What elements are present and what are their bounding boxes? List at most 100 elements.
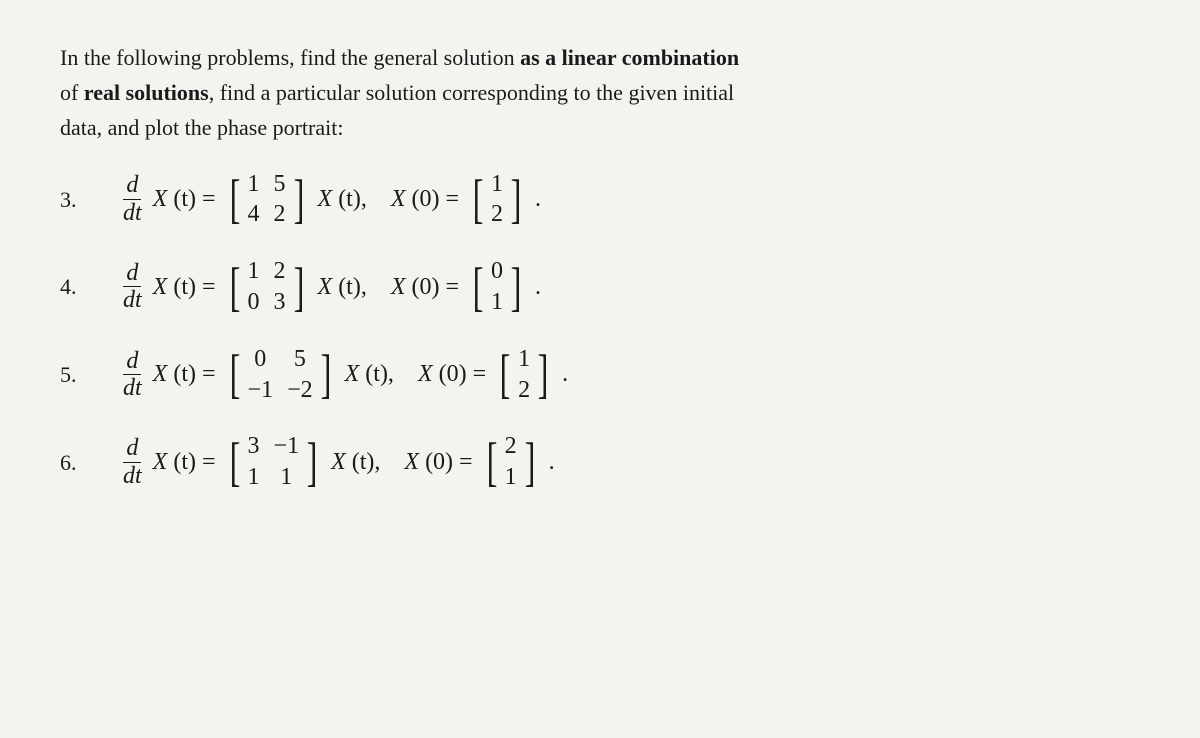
x-symbol: X [153,443,168,481]
x-symbol: X [331,443,346,481]
matrix-cell: 1 [505,463,517,492]
x-symbol: X [153,268,168,306]
matrix-cell: 1 [491,170,503,199]
equation: ddtX(t) = [05−1−2] X(t),X(0) = [12] . [120,345,568,405]
period: . [549,443,555,481]
paren-zero: (0) [439,355,467,393]
matrix-cell: 2 [274,200,286,229]
matrix-cell: 0 [248,288,260,317]
paren-t-comma: (t), [352,443,381,481]
matrix-2x2: [05 −1 −2] [226,345,335,405]
problem-number: 3. [60,182,90,217]
column-vector: [12] [496,345,552,405]
bracket-left: [ [486,438,497,487]
matrix-cell: 0 [491,257,503,286]
matrix-cell: 1 [274,463,300,492]
matrix-cell: 1 [248,257,260,286]
equals: = [446,180,460,218]
bracket-left: [ [473,175,484,224]
x-symbol: X [391,180,406,218]
intro-bold-1: as a linear combination [520,45,739,70]
derivative: ddt [120,348,145,402]
matrix-cell: 5 [287,345,313,374]
problem-number: 4. [60,269,90,304]
period: . [535,268,541,306]
paren-t: (t) [173,268,196,306]
bracket-right: ] [524,438,535,487]
matrix-cell: 1 [518,345,530,374]
paren-zero: (0) [412,268,440,306]
paren-t-comma: (t), [338,180,367,218]
bracket-right: ] [307,438,318,487]
equals: = [202,268,216,306]
paren-t-comma: (t), [365,355,394,393]
equals: = [202,355,216,393]
derivative: ddt [120,260,145,314]
matrix-cell: 0 [248,345,274,374]
bracket-right: ] [293,175,304,224]
x-symbol: X [318,268,333,306]
intro-text-1: In the following problems, find the gene… [60,45,520,70]
bracket-left: [ [229,438,240,487]
bracket-left: [ [229,263,240,312]
intro-text-2b: , find a particular solution correspondi… [209,80,734,105]
paren-zero: (0) [412,180,440,218]
matrix-cell: −1 [248,376,274,405]
derivative: ddt [120,172,145,226]
matrix-cell: 2 [274,257,286,286]
bracket-left: [ [229,350,240,399]
equals: = [202,180,216,218]
problem-row: 6.ddtX(t) = [3−111] X(t),X(0) = [21] . [60,432,1140,492]
x-symbol: X [404,443,419,481]
matrix-cell: 3 [274,288,286,317]
column-vector: [01] [469,257,525,317]
matrix-cell: 2 [491,200,503,229]
matrix-2x2: [1542] [226,170,308,230]
x-symbol: X [345,355,360,393]
equation: ddtX(t) = [1203] X(t),X(0) = [01] . [120,257,541,317]
period: . [562,355,568,393]
problem-row: 4.ddtX(t) = [1203] X(t),X(0) = [01] . [60,257,1140,317]
matrix-cell: 1 [248,170,260,199]
problem-number: 5. [60,357,90,392]
paren-t-comma: (t), [338,268,367,306]
intro-text-2a: of [60,80,84,105]
equals: = [473,355,487,393]
derivative: ddt [120,435,145,489]
column-vector: [12] [469,170,525,230]
paren-t: (t) [173,443,196,481]
matrix-cell: −1 [274,432,300,461]
bracket-right: ] [511,263,522,312]
x-symbol: X [318,180,333,218]
intro-text: In the following problems, find the gene… [60,40,1140,146]
bracket-right: ] [320,350,331,399]
equation: ddtX(t) = [3−111] X(t),X(0) = [21] . [120,432,555,492]
equals: = [459,443,473,481]
matrix-cell: 1 [491,288,503,317]
bracket-left: [ [229,175,240,224]
intro-text-3: data, and plot the phase portrait: [60,115,343,140]
matrix-cell: 4 [248,200,260,229]
paren-t: (t) [173,355,196,393]
bracket-right: ] [511,175,522,224]
matrix-cell: 1 [248,463,260,492]
paren-t: (t) [173,180,196,218]
bracket-left: [ [473,263,484,312]
problem-row: 3.ddtX(t) = [1542] X(t),X(0) = [12] . [60,170,1140,230]
bracket-left: [ [500,350,511,399]
equation: ddtX(t) = [1542] X(t),X(0) = [12] . [120,170,541,230]
period: . [535,180,541,218]
bracket-right: ] [538,350,549,399]
problem-list: 3.ddtX(t) = [1542] X(t),X(0) = [12] .4.d… [60,170,1140,492]
x-symbol: X [418,355,433,393]
matrix-2x2: [3−111] [226,432,322,492]
x-symbol: X [153,180,168,218]
equals: = [446,268,460,306]
matrix-cell: 2 [518,376,530,405]
column-vector: [21] [483,432,539,492]
x-symbol: X [153,355,168,393]
problem-number: 6. [60,445,90,480]
matrix-cell: −2 [287,376,313,405]
bracket-right: ] [293,263,304,312]
x-symbol: X [391,268,406,306]
